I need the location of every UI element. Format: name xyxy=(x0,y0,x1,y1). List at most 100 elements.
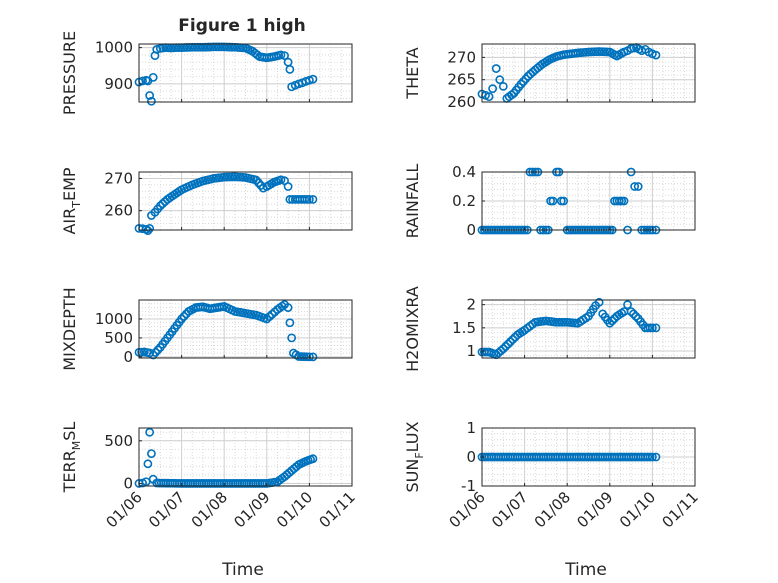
data-point xyxy=(648,323,657,333)
data-point xyxy=(148,350,158,360)
data-point xyxy=(560,317,569,327)
series-air_temp xyxy=(134,172,318,236)
y-axis-label: MIXDEPTH xyxy=(60,287,79,370)
data-point xyxy=(495,75,505,85)
subplot-air_temp: 260 270 AIRTEMP xyxy=(60,167,353,236)
y-tick-label: 0 xyxy=(123,474,133,492)
data-point xyxy=(153,345,163,355)
y-tick-label: 270 xyxy=(447,48,476,66)
subplot-theta: 260 265 270 THETA xyxy=(403,43,696,111)
data-point xyxy=(308,454,318,464)
data-point xyxy=(304,194,314,204)
y-tick-label: 265 xyxy=(447,71,476,89)
subplot-rainfall: 0 0.2 0.4 RAINFALL xyxy=(403,163,696,239)
y-tick-label: 260 xyxy=(104,202,133,220)
y-axis-label: RAINFALL xyxy=(403,164,422,239)
data-point xyxy=(147,96,156,106)
data-point xyxy=(276,175,286,185)
series-h2omixra xyxy=(477,297,661,360)
data-point xyxy=(508,335,518,344)
data-point xyxy=(651,452,661,462)
data-point xyxy=(147,449,156,458)
y-tick-label: 0 xyxy=(123,348,133,366)
data-point xyxy=(151,348,160,357)
axes-box xyxy=(481,43,696,103)
y-tick-label: 1.5 xyxy=(452,319,476,337)
data-point xyxy=(651,323,661,333)
y-axis-label: PRESSURE xyxy=(60,31,79,115)
y-tick-label: 1 xyxy=(466,419,476,437)
data-point xyxy=(629,309,638,319)
data-point xyxy=(605,318,615,328)
data-point xyxy=(651,50,661,60)
data-point xyxy=(498,344,508,354)
data-point xyxy=(619,196,629,206)
data-point xyxy=(302,352,312,362)
data-point xyxy=(141,224,151,234)
data-point xyxy=(148,72,158,82)
axes-box xyxy=(138,171,353,231)
data-point xyxy=(633,182,643,191)
data-point xyxy=(491,64,501,73)
data-point xyxy=(283,303,293,312)
data-point xyxy=(145,427,155,437)
data-point xyxy=(501,341,511,351)
x-axis-label-left: Time xyxy=(221,560,264,580)
y-tick-label: 900 xyxy=(104,75,133,93)
y-tick-label: 500 xyxy=(104,329,133,347)
axes-box xyxy=(138,427,353,487)
data-point xyxy=(630,182,640,191)
data-point xyxy=(503,339,513,349)
y-tick-label: 0.2 xyxy=(452,192,476,210)
data-point xyxy=(143,226,153,236)
data-point xyxy=(594,297,604,307)
y-tick-label: -1 xyxy=(461,477,476,495)
data-point xyxy=(484,92,494,102)
data-point xyxy=(308,74,318,84)
series-theta xyxy=(477,43,661,103)
data-point xyxy=(626,307,636,316)
data-point xyxy=(155,201,165,211)
y-tick-label: 0 xyxy=(466,221,476,239)
y-axis-label: SUNFLUX xyxy=(403,421,426,492)
data-point xyxy=(287,333,297,343)
subplot-h2omixra: 1 1.5 2 H2OMIXRA xyxy=(403,286,696,372)
data-point xyxy=(299,352,309,362)
y-axis-label: TERRMSL xyxy=(60,422,83,494)
y-axis-label: H2OMIXRA xyxy=(403,286,422,372)
data-point xyxy=(607,316,617,326)
data-point xyxy=(145,223,155,233)
data-point xyxy=(648,452,657,462)
data-point xyxy=(177,314,186,324)
y-tick-label: 270 xyxy=(104,169,133,187)
y-tick-label: 260 xyxy=(447,93,476,111)
data-point xyxy=(158,199,168,209)
data-point xyxy=(559,196,569,206)
y-tick-label: 2 xyxy=(466,296,476,314)
axes-box xyxy=(481,299,696,359)
y-tick-label: 1000 xyxy=(95,39,133,57)
subplot-pressure: 900 1000 PRESSURE xyxy=(60,31,353,115)
figure-title: Figure 1 high xyxy=(178,16,306,36)
axes-box xyxy=(138,43,353,103)
y-axis-label: AIRTEMP xyxy=(60,167,83,234)
data-point xyxy=(145,91,155,100)
data-point xyxy=(488,84,498,94)
data-point xyxy=(280,51,289,60)
data-point xyxy=(496,346,506,356)
data-point xyxy=(498,81,508,91)
data-point xyxy=(304,352,314,362)
data-point xyxy=(505,337,515,347)
series-mixdepth xyxy=(134,300,318,362)
y-tick-label: 0 xyxy=(466,448,476,466)
data-point xyxy=(631,311,641,321)
y-axis-label: THETA xyxy=(403,47,422,99)
y-tick-label: 500 xyxy=(104,432,133,450)
y-tick-label: 1000 xyxy=(95,310,133,328)
data-point xyxy=(308,194,318,204)
data-point xyxy=(276,50,286,60)
data-point xyxy=(225,42,234,52)
y-tick-label: 1 xyxy=(466,342,476,360)
